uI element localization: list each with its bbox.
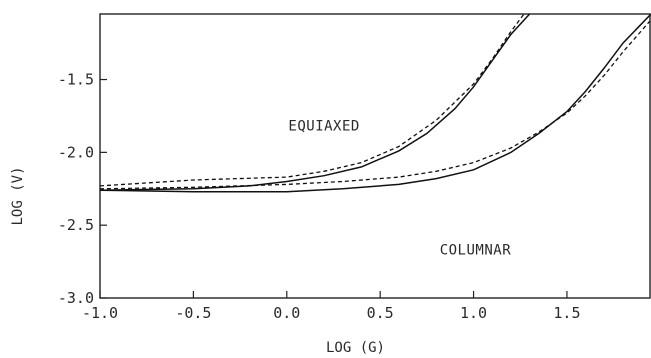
region-label-equiaxed: EQUIAXED bbox=[288, 119, 359, 135]
y-tick-label: -1.5 bbox=[58, 71, 94, 89]
y-axis-title: LOG (V) bbox=[10, 166, 26, 225]
x-tick-label: -1.0 bbox=[82, 304, 118, 322]
series-line-4 bbox=[99, 19, 651, 190]
x-tick-label: 0.5 bbox=[367, 304, 394, 322]
x-tick-label: 1.0 bbox=[460, 304, 487, 322]
x-axis-title: LOG (G) bbox=[326, 340, 385, 356]
x-tick-label: 0.0 bbox=[273, 304, 300, 322]
series-line-1 bbox=[99, 13, 531, 191]
x-tick-label: 1.5 bbox=[553, 304, 580, 322]
x-tick-label: -0.5 bbox=[175, 304, 211, 322]
y-tick-label: -2.5 bbox=[58, 216, 94, 234]
region-label-columnar: COLUMNAR bbox=[440, 242, 512, 258]
y-tick-label: -2.0 bbox=[58, 143, 94, 161]
plot-frame bbox=[99, 13, 651, 299]
y-tick-label: -3.0 bbox=[58, 289, 94, 307]
plot-area: -1.0 -0.5 0.0 0.5 1.0 1.5 -3.0 -2.5 -2.0 -1.5 EQUI… bbox=[58, 13, 651, 322]
series-line-3 bbox=[99, 13, 651, 193]
series-line-2 bbox=[99, 13, 525, 187]
